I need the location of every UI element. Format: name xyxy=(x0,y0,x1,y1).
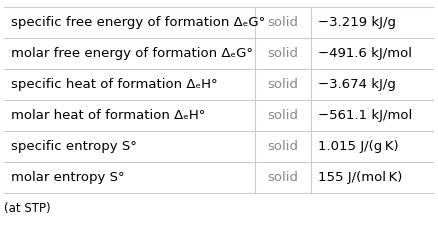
Text: solid: solid xyxy=(267,47,297,60)
Text: −561.1 kJ/mol: −561.1 kJ/mol xyxy=(318,109,412,122)
Text: 1.015 J/(g K): 1.015 J/(g K) xyxy=(318,140,398,153)
Text: −491.6 kJ/mol: −491.6 kJ/mol xyxy=(318,47,412,60)
Text: solid: solid xyxy=(267,78,297,91)
Text: 155 J/(mol K): 155 J/(mol K) xyxy=(318,171,402,184)
Text: solid: solid xyxy=(267,140,297,153)
Text: molar free energy of formation ΔₑG°: molar free energy of formation ΔₑG° xyxy=(11,47,252,60)
Text: solid: solid xyxy=(267,16,297,29)
Text: molar heat of formation ΔₑH°: molar heat of formation ΔₑH° xyxy=(11,109,205,122)
Text: −3.674 kJ/g: −3.674 kJ/g xyxy=(318,78,396,91)
Text: specific entropy S°: specific entropy S° xyxy=(11,140,137,153)
Text: solid: solid xyxy=(267,109,297,122)
Text: (at STP): (at STP) xyxy=(4,202,51,215)
Text: solid: solid xyxy=(267,171,297,184)
Text: molar entropy S°: molar entropy S° xyxy=(11,171,124,184)
Text: specific heat of formation ΔₑH°: specific heat of formation ΔₑH° xyxy=(11,78,217,91)
Text: specific free energy of formation ΔₑG°: specific free energy of formation ΔₑG° xyxy=(11,16,265,29)
Text: −3.219 kJ/g: −3.219 kJ/g xyxy=(318,16,396,29)
